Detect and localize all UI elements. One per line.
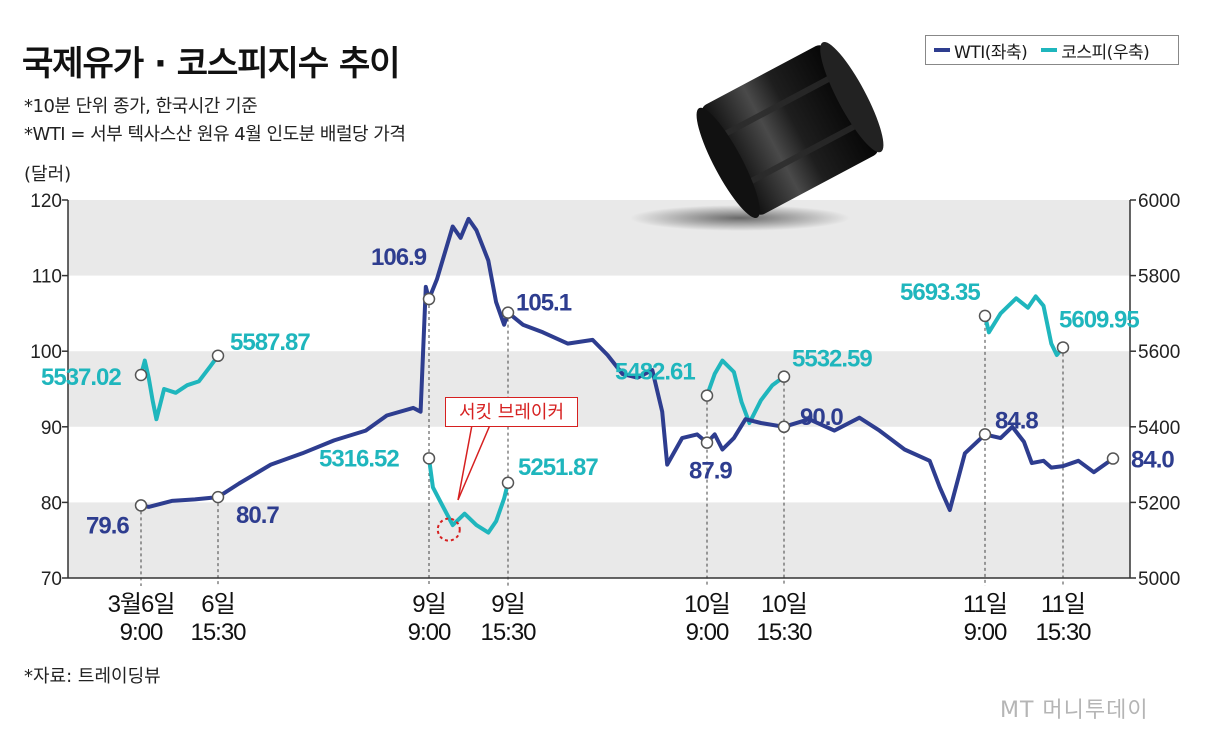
wti-data-label: 79.6 (86, 512, 129, 539)
grid-band-2 (68, 502, 1130, 578)
kospi-point-marker (134, 368, 148, 382)
barrel-end (696, 107, 760, 218)
chart-legend: WTI(좌축) 코스피(우축) (925, 35, 1179, 65)
kospi-data-label: 5532.59 (792, 346, 872, 373)
kospi-point-marker (700, 389, 714, 402)
wti-point-marker (501, 306, 515, 319)
legend-label-wti: WTI(좌축) (954, 42, 1028, 63)
kospi-point-marker (1056, 341, 1070, 354)
wti-data-label: 84.8 (995, 407, 1038, 434)
wti-data-label: 106.9 (371, 244, 427, 271)
right-tick-label: 5600 (1138, 342, 1180, 363)
left-tick-label: 90 (41, 418, 62, 439)
wti-point-marker (978, 428, 992, 441)
chart-title: 국제유가 · 코스피지수 추이 (22, 44, 401, 84)
oil-barrel-illustration (630, 42, 884, 231)
left-tick-label: 110 (32, 267, 62, 288)
x-label-date: 3월6일 (108, 591, 175, 618)
kospi-point-marker (422, 452, 436, 465)
right-tick-label: 5400 (1138, 418, 1180, 439)
x-label-time: 15:30 (190, 619, 246, 646)
x-label-time: 15:30 (1035, 619, 1091, 646)
wti-point-marker (1106, 452, 1120, 465)
x-label-time: 15:30 (480, 619, 536, 646)
wti-data-label: 105.1 (516, 290, 572, 317)
note-wti-definition: *WTI = 서부 텍사스산 원유 4월 인도분 배럴당 가격 (24, 124, 406, 145)
x-axis-labels: 3월6일9:006일15:309일9:009일15:3010일9:0010일15… (108, 591, 1093, 646)
wti-line (140, 216, 1115, 512)
source-note: *자료: 트레이딩뷰 (24, 666, 161, 687)
kospi-series (139, 294, 1065, 535)
kospi-point-marker (211, 349, 225, 363)
data-labels: 79.6 80.7 106.9 105.1 87.9 90.0 84.8 84.0 5537.0… (41, 244, 1175, 539)
kospi-data-label: 5693.35 (900, 279, 980, 306)
kospi-data-label: 5251.87 (518, 454, 598, 481)
circuit-breaker-callout: 서킷 브레이커 (445, 397, 578, 427)
legend-swatch-wti (934, 48, 950, 52)
x-label-time: 9:00 (408, 619, 451, 646)
kospi-line-segment-3 (983, 294, 1065, 357)
left-tick-label: 80 (41, 493, 62, 514)
wti-data-label: 87.9 (689, 458, 732, 485)
background-bands (68, 200, 1130, 578)
x-label-date: 9일 (412, 591, 445, 618)
legend-label-kospi: 코스피(우축) (1061, 42, 1150, 63)
barrel-rib-top (714, 70, 841, 142)
kospi-line-segment-2 (705, 358, 786, 425)
axes: 70 80 90 100 110 120 5000 5200 5400 5600 5800 6000 (30, 191, 1180, 590)
left-tick-label: 100 (30, 342, 62, 363)
note-interval: *10분 단위 종가, 한국시간 기준 (24, 96, 258, 117)
wti-point-marker (700, 436, 714, 449)
left-axis-unit: (달러) (24, 164, 72, 185)
circuit-breaker-marker (436, 517, 461, 542)
wti-series (140, 216, 1115, 512)
x-label-date: 9일 (491, 591, 524, 618)
kospi-line-segment-0 (139, 354, 220, 422)
wti-data-label: 84.0 (1131, 447, 1174, 474)
markers (134, 292, 1120, 542)
kospi-point-marker (501, 476, 515, 490)
x-label-time: 9:00 (120, 619, 163, 646)
barrel-lid (820, 42, 884, 153)
kospi-data-label: 5482.61 (615, 359, 695, 386)
right-tick-label: 5000 (1138, 569, 1180, 590)
wti-point-marker (211, 490, 225, 504)
grid-band-0 (68, 200, 1130, 276)
kospi-point-marker (978, 309, 992, 323)
wti-data-label: 90.0 (800, 404, 843, 431)
wti-point-marker (134, 499, 148, 512)
wti-data-label: 80.7 (236, 502, 279, 529)
kospi-data-label: 5609.95 (1059, 306, 1139, 333)
publisher-logo: MT 머니투데이 (1000, 698, 1149, 723)
x-label-date: 10일 (684, 591, 730, 618)
legend-swatch-kospi (1041, 48, 1058, 52)
legend-item-kospi: 코스피(우축) (1041, 38, 1150, 63)
kospi-data-label: 5537.02 (41, 364, 121, 391)
x-label-date: 11일 (963, 591, 1007, 618)
wti-point-marker (422, 292, 436, 306)
wti-point-marker (777, 420, 791, 434)
right-tick-label: 6000 (1138, 191, 1180, 212)
x-label-date: 11일 (1041, 591, 1085, 618)
right-tick-label: 5800 (1138, 267, 1180, 288)
barrel-shadow (630, 205, 850, 231)
kospi-data-label: 5587.87 (230, 329, 310, 356)
kospi-line-segment-1 (427, 458, 510, 535)
x-label-date: 6일 (201, 591, 234, 618)
kospi-point-marker (777, 370, 791, 383)
guide-lines (140, 305, 1064, 586)
x-label-time: 9:00 (686, 619, 729, 646)
left-tick-label: 70 (41, 569, 62, 590)
x-label-date: 10일 (761, 591, 807, 618)
x-label-time: 9:00 (964, 619, 1007, 646)
x-label-time: 15:30 (756, 619, 812, 646)
left-tick-label: 120 (30, 191, 62, 212)
barrel-rib-bottom (739, 118, 866, 190)
legend-item-wti: WTI(좌축) (934, 38, 1028, 63)
callout-pointer (457, 424, 492, 501)
grid-band-1 (68, 351, 1130, 427)
kospi-data-label: 5316.52 (319, 445, 399, 472)
right-tick-label: 5200 (1138, 493, 1180, 514)
